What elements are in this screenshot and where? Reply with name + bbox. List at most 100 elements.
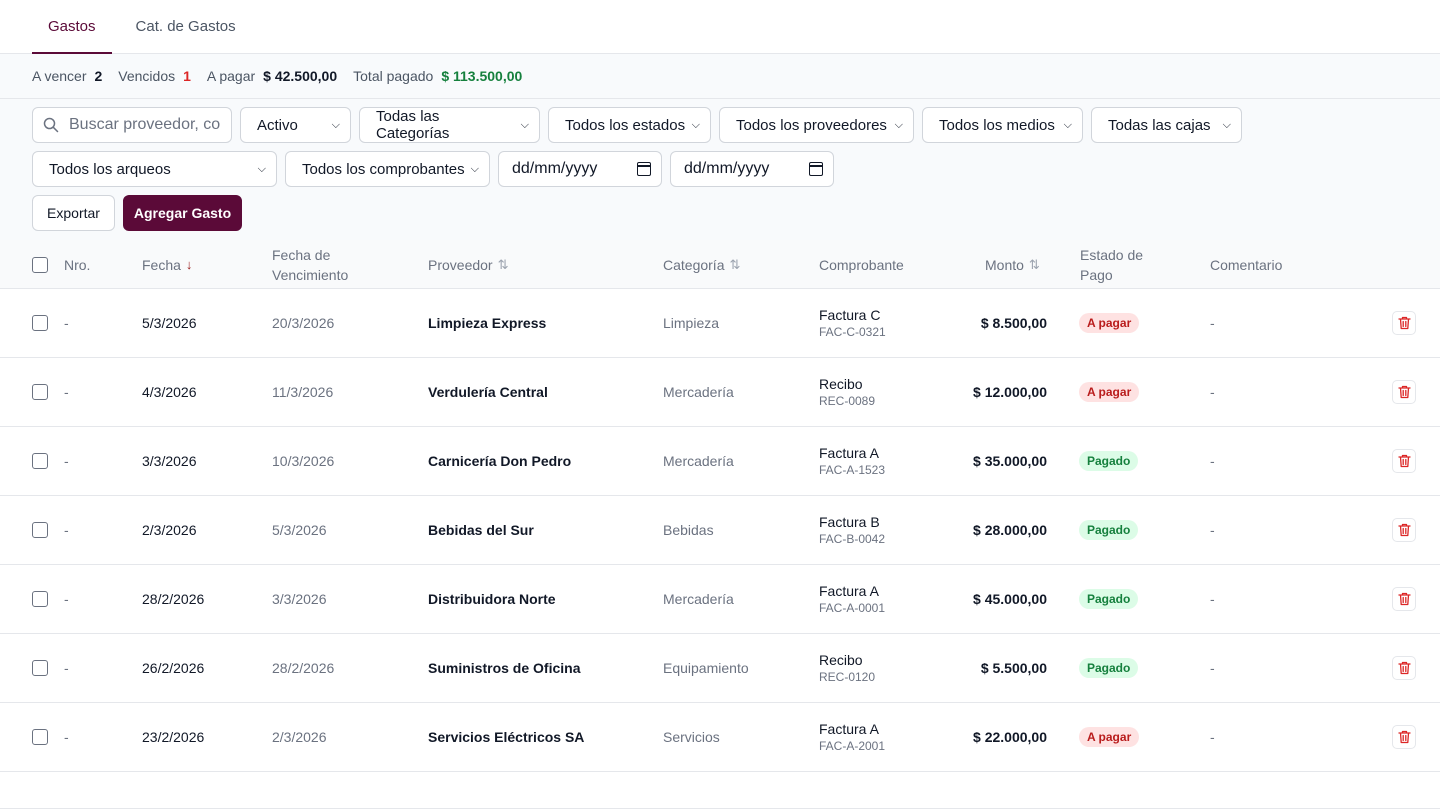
export-button[interactable]: Exportar	[32, 195, 115, 231]
chevron-down-icon: ⌵	[1063, 118, 1072, 131]
category-select[interactable]: Todas las Categorías ⌵	[359, 107, 540, 143]
col-monto[interactable]: Monto ⇅	[985, 240, 1040, 289]
date-to-input[interactable]: dd/mm/yyyy	[670, 151, 834, 187]
col-vencimiento: Fecha de Vencimiento	[272, 240, 348, 289]
calendar-icon[interactable]	[637, 162, 651, 176]
cell-monto: $ 45.000,00	[973, 591, 1047, 607]
comprobante-type: Factura B	[819, 514, 880, 530]
row-checkbox[interactable]	[32, 729, 48, 745]
delete-button[interactable]	[1392, 449, 1416, 473]
delete-button[interactable]	[1392, 656, 1416, 680]
trash-icon	[1397, 730, 1411, 744]
state-select[interactable]: Todos los estados ⌵	[548, 107, 711, 143]
col-fecha[interactable]: Fecha ↓	[142, 240, 192, 289]
payment-method-select-value: Todos los medios	[939, 116, 1055, 134]
cashbox-select[interactable]: Todas las cajas ⌵	[1091, 107, 1242, 143]
comprobante-number: REC-0120	[819, 670, 876, 684]
tab-cat-de-gastos[interactable]: Cat. de Gastos	[135, 17, 236, 35]
delete-button[interactable]	[1392, 380, 1416, 404]
delete-button[interactable]	[1392, 518, 1416, 542]
payment-method-select[interactable]: Todos los medios ⌵	[922, 107, 1083, 143]
calendar-icon[interactable]	[809, 162, 823, 176]
search-input[interactable]: Buscar proveedor, co	[32, 107, 232, 143]
summary-total-pagado-value: $ 113.500,00	[441, 68, 523, 84]
status-badge: Pagado	[1079, 658, 1139, 678]
cell-comprobante: Factura A FAC-A-2001	[819, 703, 885, 771]
col-estado-line2: Pago	[1080, 266, 1113, 283]
delete-button[interactable]	[1392, 725, 1416, 749]
cell-proveedor: Limpieza Express	[428, 315, 547, 331]
row-checkbox[interactable]	[32, 315, 48, 331]
cell-monto: $ 22.000,00	[973, 729, 1047, 745]
status-select[interactable]: Activo ⌵	[240, 107, 351, 143]
status-badge: Pagado	[1079, 520, 1139, 540]
cell-estado: Pagado	[1079, 427, 1139, 495]
row-checkbox[interactable]	[32, 660, 48, 676]
date-from-input[interactable]: dd/mm/yyyy	[498, 151, 662, 187]
row-checkbox[interactable]	[32, 591, 48, 607]
select-all-checkbox[interactable]	[32, 256, 48, 273]
state-select-value: Todos los estados	[565, 116, 686, 134]
cell-comprobante: Recibo REC-0120	[819, 634, 875, 702]
status-badge: A pagar	[1079, 382, 1140, 402]
table-row[interactable]: - 2/3/2026 5/3/2026 Bebidas del Sur Bebidas F…	[0, 496, 1440, 565]
comprobante-type: Recibo	[819, 652, 863, 668]
trash-icon	[1397, 592, 1411, 606]
provider-select[interactable]: Todos los proveedores ⌵	[719, 107, 914, 143]
summary-bar: A vencer 2 Vencidos 1 A pagar $ 42.500,0…	[0, 54, 1440, 99]
table-row[interactable]: - 28/2/2026 3/3/2026 Distribuidora Norte Mer…	[0, 565, 1440, 634]
table-header: Nro. Fecha ↓ Fecha de Vencimiento Provee…	[0, 240, 1440, 289]
cell-fecha: 28/2/2026	[142, 591, 205, 607]
row-checkbox[interactable]	[32, 522, 48, 538]
comprobante-select[interactable]: Todos los comprobantes ⌵	[285, 151, 490, 187]
cell-fecha: 3/3/2026	[142, 453, 197, 469]
date-to-value: dd/mm/yyyy	[684, 160, 770, 177]
category-select-value: Todas las Categorías	[376, 108, 450, 142]
summary-total-pagado: Total pagado $ 113.500,00	[353, 68, 522, 84]
summary-a-pagar-label: A pagar	[206, 68, 256, 84]
table-row[interactable]: - 3/3/2026 10/3/2026 Carnicería Don Pedro Me…	[0, 427, 1440, 496]
row-select-cell	[32, 289, 48, 357]
cell-proveedor: Verdulería Central	[428, 384, 548, 400]
cell-vencimiento: 20/3/2026	[272, 315, 335, 331]
col-categoria[interactable]: Categoría ⇅	[663, 240, 740, 289]
select-all-cell	[32, 240, 48, 289]
search-placeholder: Buscar proveedor, co	[69, 116, 221, 133]
cell-vencimiento: 2/3/2026	[272, 729, 327, 745]
cell-comprobante: Factura C FAC-C-0321	[819, 289, 886, 357]
delete-button[interactable]	[1392, 311, 1416, 335]
cell-monto: $ 12.000,00	[973, 384, 1047, 400]
sort-icon: ⇅	[1028, 256, 1040, 272]
cell-estado: A pagar	[1079, 358, 1140, 426]
row-checkbox[interactable]	[32, 384, 48, 400]
arqueo-select[interactable]: Todos los arqueos ⌵	[32, 151, 277, 187]
cell-estado: Pagado	[1079, 565, 1139, 633]
tab-bar: Gastos Cat. de Gastos	[0, 0, 1440, 54]
status-badge: Pagado	[1079, 451, 1139, 471]
cell-monto: $ 35.000,00	[973, 453, 1047, 469]
comprobante-number: FAC-B-0042	[819, 532, 886, 546]
cell-comprobante: Recibo REC-0089	[819, 358, 875, 426]
tab-gastos[interactable]: Gastos	[32, 0, 112, 54]
table-row[interactable]: - 23/2/2026 2/3/2026 Servicios Eléctricos S…	[0, 703, 1440, 772]
comprobante-number: FAC-C-0321	[819, 325, 886, 339]
sort-desc-icon: ↓	[185, 256, 193, 272]
row-checkbox[interactable]	[32, 453, 48, 469]
cell-monto: $ 5.500,00	[980, 660, 1047, 676]
cell-comentario: -	[1210, 591, 1215, 607]
table-row[interactable]: - 4/3/2026 11/3/2026 Verdulería Central Merc…	[0, 358, 1440, 427]
summary-a-pagar-value: $ 42.500,00	[263, 68, 338, 84]
status-badge: A pagar	[1079, 727, 1140, 747]
add-expense-button[interactable]: Agregar Gasto	[123, 195, 242, 231]
comprobante-type: Factura A	[819, 583, 879, 599]
delete-button[interactable]	[1392, 587, 1416, 611]
table-row[interactable]: - 26/2/2026 28/2/2026 Suministros de Oficin…	[0, 634, 1440, 703]
col-estado-line1: Estado de	[1080, 246, 1144, 263]
arqueo-select-value: Todos los arqueos	[49, 160, 171, 178]
divider	[0, 808, 1440, 809]
col-vencimiento-line2: Vencimiento	[272, 266, 349, 283]
table-row[interactable]: - 5/3/2026 20/3/2026 Limpieza Express Limpie…	[0, 289, 1440, 358]
col-proveedor-label: Proveedor	[428, 256, 493, 273]
col-proveedor[interactable]: Proveedor ⇅	[428, 240, 509, 289]
chevron-down-icon: ⌵	[470, 162, 479, 175]
